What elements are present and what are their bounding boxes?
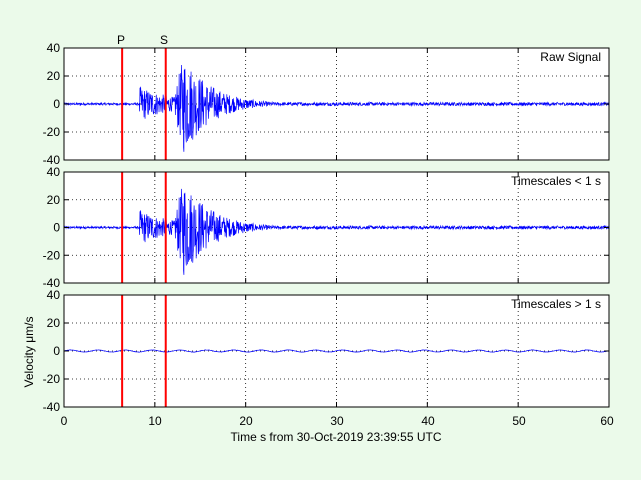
signal-trace [63, 65, 610, 152]
s-marker-label: S [160, 33, 168, 47]
y-tick-label: 40 [47, 288, 61, 302]
y-tick-label: -20 [43, 372, 61, 386]
x-tick-label: 10 [148, 414, 162, 428]
y-tick-label: 40 [47, 165, 61, 179]
x-axis-label: Time s from 30-Oct-2019 23:39:55 UTC [231, 430, 442, 444]
y-tick-label: 0 [53, 344, 60, 358]
y-tick-label: -40 [43, 276, 61, 290]
x-tick-label: 40 [421, 414, 435, 428]
y-tick-label: -40 [43, 153, 61, 167]
panel-title: Timescales < 1 s [511, 174, 601, 188]
y-tick-label: -20 [43, 125, 61, 139]
x-tick-label: 0 [61, 414, 68, 428]
y-tick-label: 0 [53, 97, 60, 111]
panel-3: -40 -20 0 20 40 Timescales > 1 s [43, 288, 610, 414]
x-tick-label: 30 [330, 414, 344, 428]
panel-title: Raw Signal [540, 50, 601, 64]
signal-trace [63, 349, 610, 353]
y-axis-label: Velocity μm/s [22, 317, 36, 388]
y-tick-label: -20 [43, 248, 61, 262]
panel-1: -40 -20 0 20 40 Raw Signal [43, 41, 610, 167]
x-tick-labels: 0 10 20 30 40 50 60 [61, 414, 614, 428]
signal-trace [63, 188, 610, 275]
y-tick-label: -40 [43, 400, 61, 414]
panels-group: -40 -20 0 20 40 Raw Signal -40 -20 0 20 40 Timescal… [43, 41, 610, 414]
x-tick-label: 20 [239, 414, 253, 428]
y-tick-label: 20 [47, 193, 61, 207]
panel-title: Timescales > 1 s [511, 297, 601, 311]
panel-2: -40 -20 0 20 40 Timescales < 1 s [43, 165, 610, 290]
y-tick-label: 40 [47, 41, 61, 55]
p-marker-label: P [117, 33, 125, 47]
y-tick-label: 20 [47, 69, 61, 83]
x-tick-label: 60 [600, 414, 614, 428]
y-tick-label: 20 [47, 316, 61, 330]
y-tick-label: 0 [53, 221, 60, 235]
x-tick-label: 50 [512, 414, 526, 428]
